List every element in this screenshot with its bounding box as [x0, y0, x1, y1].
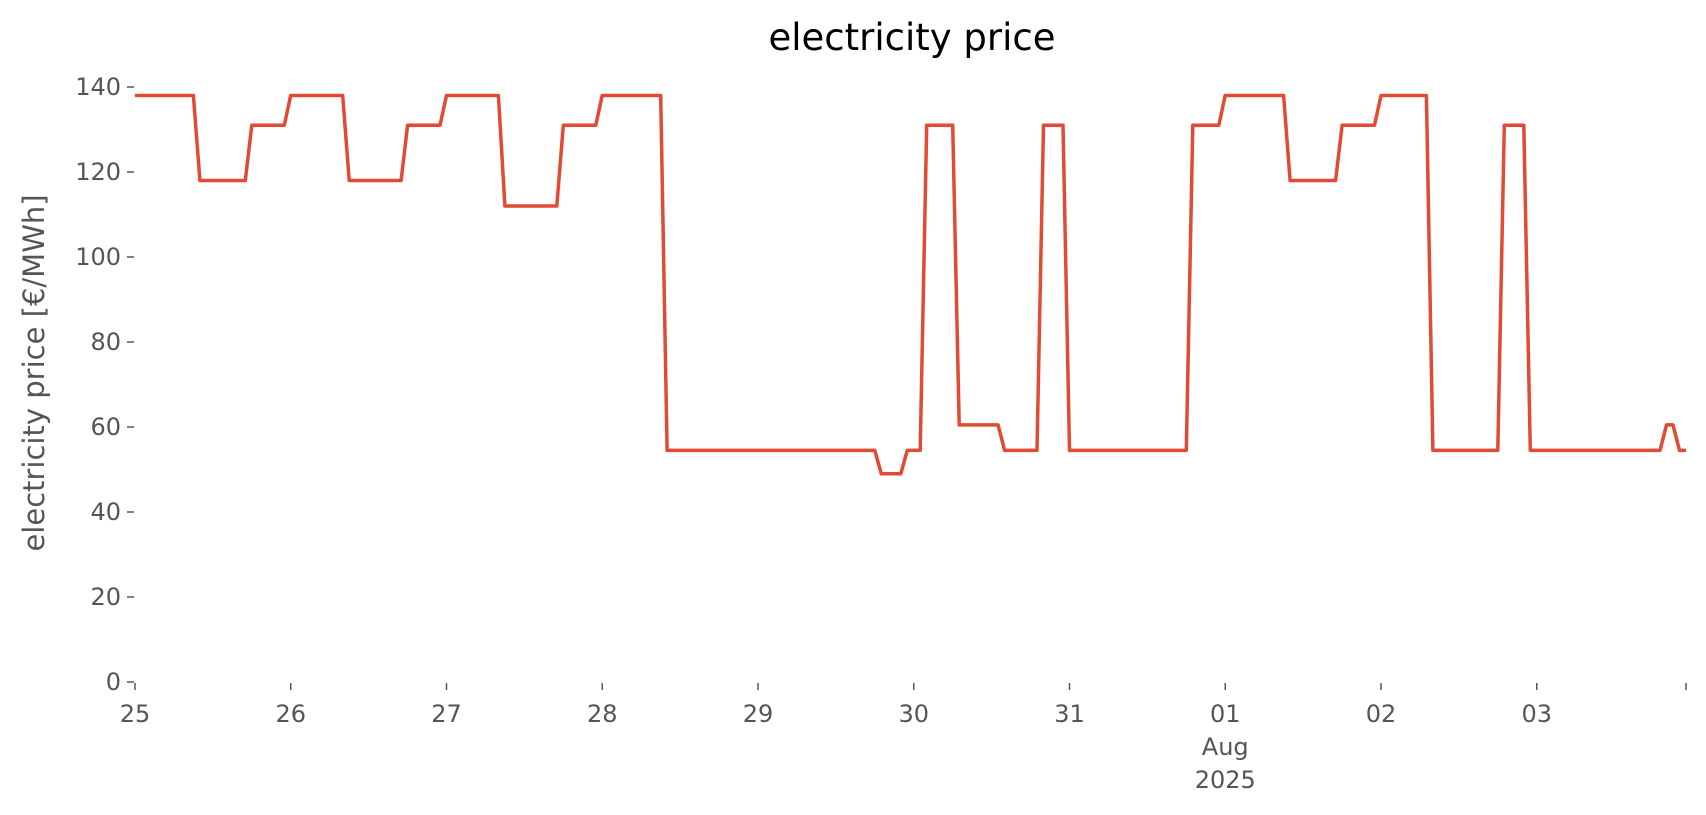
x-tick-label: 01 [1210, 700, 1241, 728]
x-axis: 25 26 27 28 29 30 31 01 Aug 2025 02 03 [120, 683, 1687, 794]
x-tick-label: 03 [1521, 700, 1552, 728]
x-tick-label: 30 [898, 700, 929, 728]
y-axis: 0 20 40 60 80 100 120 140 [75, 73, 134, 696]
chart-title: electricity price [768, 16, 1055, 59]
y-tick-label: 140 [75, 73, 121, 101]
x-tick-label: 02 [1366, 700, 1397, 728]
y-tick-label: 40 [90, 498, 121, 526]
plot-series [135, 93, 1686, 476]
price-series-line [135, 93, 1686, 476]
y-tick-label: 120 [75, 158, 121, 186]
y-tick-label: 100 [75, 243, 121, 271]
x-tick-label: Aug [1202, 733, 1249, 761]
y-tick-label: 0 [106, 668, 121, 696]
x-tick-label: 2025 [1195, 766, 1256, 794]
y-axis-label: electricity price [€/MWh] [17, 194, 51, 551]
x-tick-label: 29 [743, 700, 774, 728]
y-tick-label: 20 [90, 583, 121, 611]
x-tick-label: 31 [1054, 700, 1085, 728]
x-tick-label: 27 [431, 700, 462, 728]
x-tick-label: 28 [587, 700, 618, 728]
y-tick-label: 60 [90, 413, 121, 441]
x-tick-label: 26 [275, 700, 306, 728]
y-tick-label: 80 [90, 328, 121, 356]
x-tick-label: 25 [120, 700, 151, 728]
